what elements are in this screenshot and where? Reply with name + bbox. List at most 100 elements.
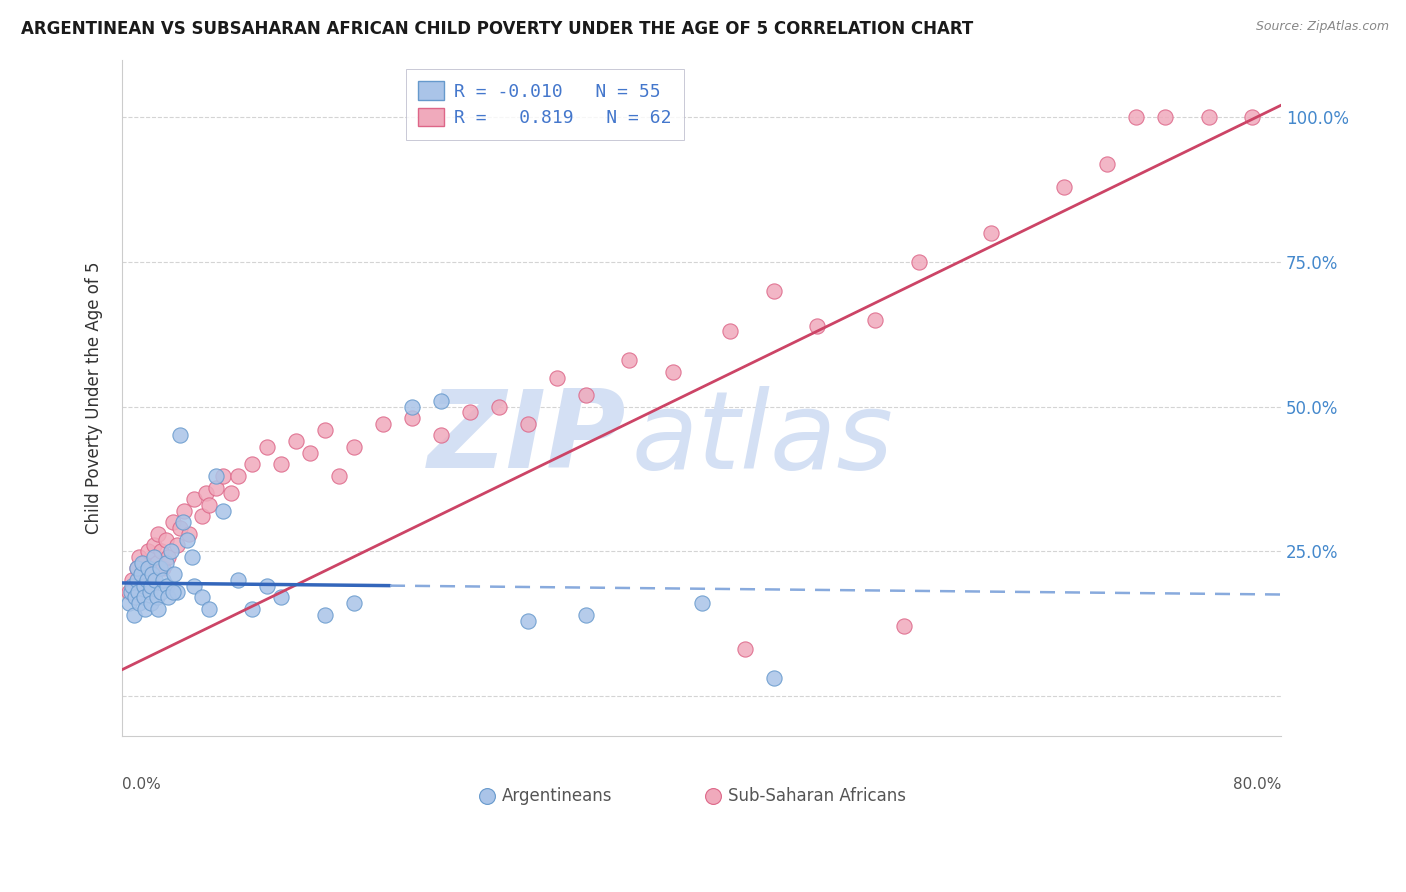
Point [128, 549, 150, 564]
Point [173, 503, 195, 517]
Point [893, 619, 915, 633]
Text: Source: ZipAtlas.com: Source: ZipAtlas.com [1256, 20, 1389, 33]
Point [141, 567, 163, 582]
Point [132, 591, 155, 605]
Point [157, 549, 180, 564]
Point [198, 602, 221, 616]
Point [121, 579, 143, 593]
Point [198, 498, 221, 512]
Point [124, 591, 146, 605]
Point [138, 573, 160, 587]
Point [575, 388, 598, 402]
Point [166, 538, 188, 552]
Point [145, 573, 167, 587]
Point [314, 607, 336, 622]
Point [163, 567, 186, 582]
Point [156, 579, 179, 593]
Point [980, 226, 1002, 240]
Point [720, 325, 742, 339]
Point [169, 428, 191, 442]
Point [256, 579, 278, 593]
Point [155, 556, 177, 570]
Point [118, 584, 141, 599]
Point [125, 573, 148, 587]
Point [169, 521, 191, 535]
Point [343, 440, 366, 454]
Point [190, 509, 212, 524]
Point [190, 591, 212, 605]
Point [567, 739, 589, 754]
Point [125, 561, 148, 575]
Point [131, 556, 153, 570]
Point [1125, 111, 1147, 125]
Point [132, 556, 155, 570]
Point [546, 370, 568, 384]
Point [142, 538, 165, 552]
Point [138, 584, 160, 599]
Text: ZIP: ZIP [427, 385, 626, 491]
Text: atlas: atlas [631, 386, 894, 491]
Point [226, 469, 249, 483]
Point [205, 469, 228, 483]
Point [242, 458, 264, 472]
Text: Argentineans: Argentineans [502, 787, 613, 805]
Point [136, 561, 159, 575]
Point [806, 318, 828, 333]
Point [734, 642, 756, 657]
Point [148, 526, 170, 541]
Point [617, 353, 640, 368]
Point [134, 567, 156, 582]
Point [270, 591, 292, 605]
Point [343, 596, 366, 610]
Point [907, 255, 929, 269]
Legend: R = -0.010   N = 55, R =   0.819   N = 62: R = -0.010 N = 55, R = 0.819 N = 62 [405, 69, 685, 140]
Point [146, 556, 169, 570]
Point [429, 428, 451, 442]
Point [136, 544, 159, 558]
Point [150, 584, 173, 599]
Point [118, 596, 141, 610]
Point [152, 561, 174, 575]
Point [1095, 157, 1118, 171]
Point [139, 579, 162, 593]
Point [128, 596, 150, 610]
Point [195, 486, 218, 500]
Point [155, 533, 177, 547]
Y-axis label: Child Poverty Under the Age of 5: Child Poverty Under the Age of 5 [86, 261, 103, 534]
Point [762, 284, 785, 298]
Point [284, 434, 307, 449]
Point [162, 584, 184, 599]
Point [132, 579, 155, 593]
Point [371, 417, 394, 431]
Point [1198, 111, 1220, 125]
Point [149, 561, 172, 575]
Point [176, 533, 198, 547]
Point [122, 607, 145, 622]
Point [299, 446, 322, 460]
Point [212, 503, 235, 517]
Point [160, 544, 183, 558]
Point [1240, 111, 1263, 125]
Point [150, 544, 173, 558]
Point [120, 584, 142, 599]
Point [134, 602, 156, 616]
Text: ARGENTINEAN VS SUBSAHARAN AFRICAN CHILD POVERTY UNDER THE AGE OF 5 CORRELATION C: ARGENTINEAN VS SUBSAHARAN AFRICAN CHILD … [21, 20, 973, 37]
Point [575, 607, 598, 622]
Point [183, 492, 205, 507]
Point [1154, 111, 1177, 125]
Point [162, 515, 184, 529]
Point [516, 614, 538, 628]
Point [762, 672, 785, 686]
Point [1053, 179, 1076, 194]
Point [152, 573, 174, 587]
Point [148, 602, 170, 616]
Point [139, 561, 162, 575]
Point [488, 400, 510, 414]
Point [516, 417, 538, 431]
Point [142, 549, 165, 564]
Point [135, 573, 157, 587]
Point [401, 400, 423, 414]
Point [256, 440, 278, 454]
Point [242, 602, 264, 616]
Point [177, 526, 200, 541]
